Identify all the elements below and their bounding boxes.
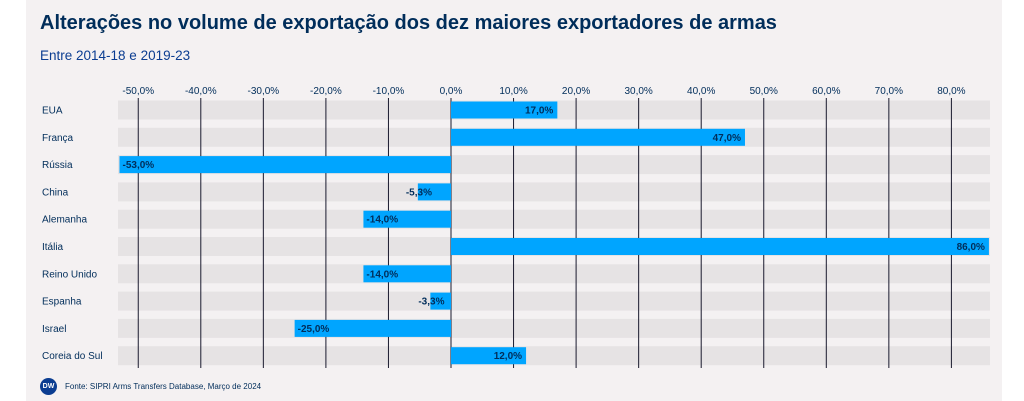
value-label: -14,0% (366, 269, 398, 280)
chart-title: Alterações no volume de exportação dos d… (40, 12, 777, 34)
x-tick-label: -30,0% (248, 86, 280, 97)
category-label: Rússia (42, 160, 73, 171)
category-label: Coreia do Sul (42, 351, 103, 362)
x-tick-label: 80,0% (937, 86, 965, 97)
x-tick-label: -20,0% (310, 86, 342, 97)
bar (417, 183, 451, 201)
category-label: China (42, 187, 69, 198)
x-tick-label: 70,0% (875, 86, 903, 97)
x-tick-label: 60,0% (812, 86, 840, 97)
x-tick-label: 10,0% (499, 86, 527, 97)
category-label: Itália (42, 242, 64, 253)
category-label: Alemanha (42, 215, 87, 226)
row-band (118, 209, 990, 229)
value-label: 86,0% (957, 242, 985, 253)
x-tick-label: -40,0% (185, 86, 217, 97)
category-label: EUA (42, 106, 63, 117)
row-band (118, 346, 990, 366)
row-band (118, 291, 990, 311)
x-tick-label: -10,0% (373, 86, 405, 97)
x-tick-label: 20,0% (562, 86, 590, 97)
x-tick-label: 30,0% (624, 86, 652, 97)
value-label: -14,0% (366, 215, 398, 226)
value-label: -5,3% (406, 187, 432, 198)
x-tick-label: 50,0% (750, 86, 778, 97)
bar (119, 156, 452, 174)
source-note: Fonte: SIPRI Arms Transfers Database, Ma… (65, 382, 262, 391)
bar (430, 292, 451, 310)
category-label: Espanha (42, 297, 82, 308)
value-label: -53,0% (122, 160, 154, 171)
bar (451, 347, 527, 365)
bar (451, 238, 989, 255)
value-label: -25,0% (298, 324, 330, 335)
bar (451, 128, 745, 146)
dw-logo: DW (40, 378, 57, 395)
bar (451, 101, 558, 119)
value-label: -3,3% (418, 297, 444, 308)
category-label: Israel (42, 324, 66, 335)
x-tick-label: 0,0% (440, 86, 463, 97)
row-band (118, 264, 990, 284)
value-label: 12,0% (494, 351, 522, 362)
footer: DW Fonte: SIPRI Arms Transfers Database,… (40, 378, 261, 395)
bar (363, 265, 451, 283)
row-band (118, 318, 990, 338)
row-band (118, 182, 990, 202)
value-label: 17,0% (525, 106, 553, 117)
category-label: França (42, 133, 74, 144)
chart-subtitle: Entre 2014-18 e 2019-23 (40, 48, 191, 63)
category-label: Reino Unido (42, 269, 97, 280)
bar (294, 319, 451, 337)
x-tick-label: -50,0% (122, 86, 154, 97)
x-tick-label: 40,0% (687, 86, 715, 97)
bar (363, 210, 451, 228)
value-label: 47,0% (713, 133, 741, 144)
